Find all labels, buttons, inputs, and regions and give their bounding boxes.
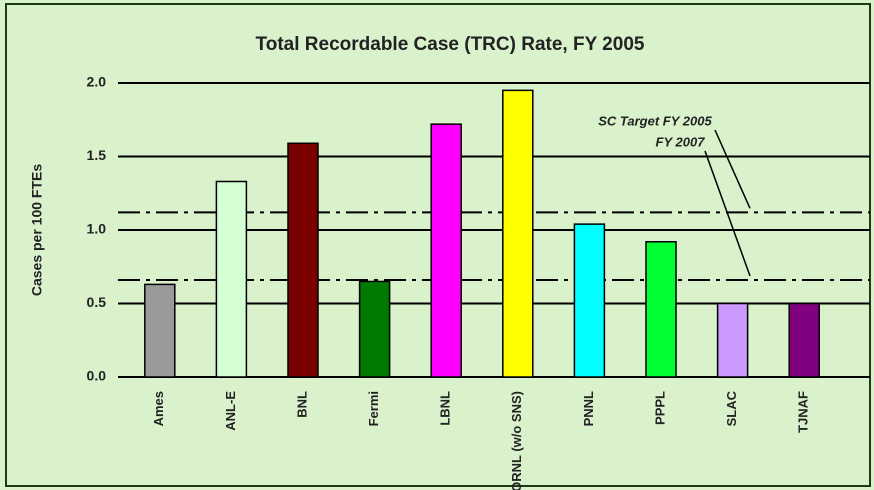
x-tick-label: TJNAF — [796, 391, 811, 433]
bar — [788, 302, 820, 378]
x-tick-label: SLAC — [724, 390, 739, 426]
bar — [430, 123, 462, 378]
y-tick-label: 0.5 — [87, 294, 107, 310]
x-tick-label: PPPL — [652, 391, 667, 425]
y-axis-label: Cases per 100 FTEs — [29, 164, 45, 297]
bar — [144, 283, 176, 378]
annotation: FY 2007 — [656, 134, 706, 149]
annotation: SC Target FY 2005 — [598, 113, 712, 128]
x-tick-label: ORNL (w/o SNS) — [509, 391, 524, 490]
bar — [358, 280, 391, 378]
bar — [716, 302, 749, 378]
x-tick-label: PNNL — [581, 391, 596, 426]
arrow — [714, 129, 751, 209]
x-tick-label: ANL-E — [223, 391, 238, 431]
x-tick-label: Ames — [151, 391, 166, 426]
y-tick-label: 1.5 — [87, 147, 107, 163]
bar — [645, 241, 677, 378]
y-tick-label: 0.0 — [87, 368, 107, 384]
arrow — [704, 150, 751, 277]
bar — [287, 142, 319, 378]
x-tick-label: Fermi — [366, 391, 381, 426]
chart-title: Total Recordable Case (TRC) Rate, FY 200… — [256, 34, 645, 55]
x-tick-label: LBNL — [438, 391, 453, 426]
frame — [5, 3, 871, 487]
y-tick-label: 2.0 — [87, 74, 107, 90]
y-tick-label: 1.0 — [87, 221, 107, 237]
bar — [502, 89, 534, 378]
x-tick-label: BNL — [294, 391, 309, 418]
bar — [215, 180, 248, 378]
bar — [573, 223, 606, 378]
